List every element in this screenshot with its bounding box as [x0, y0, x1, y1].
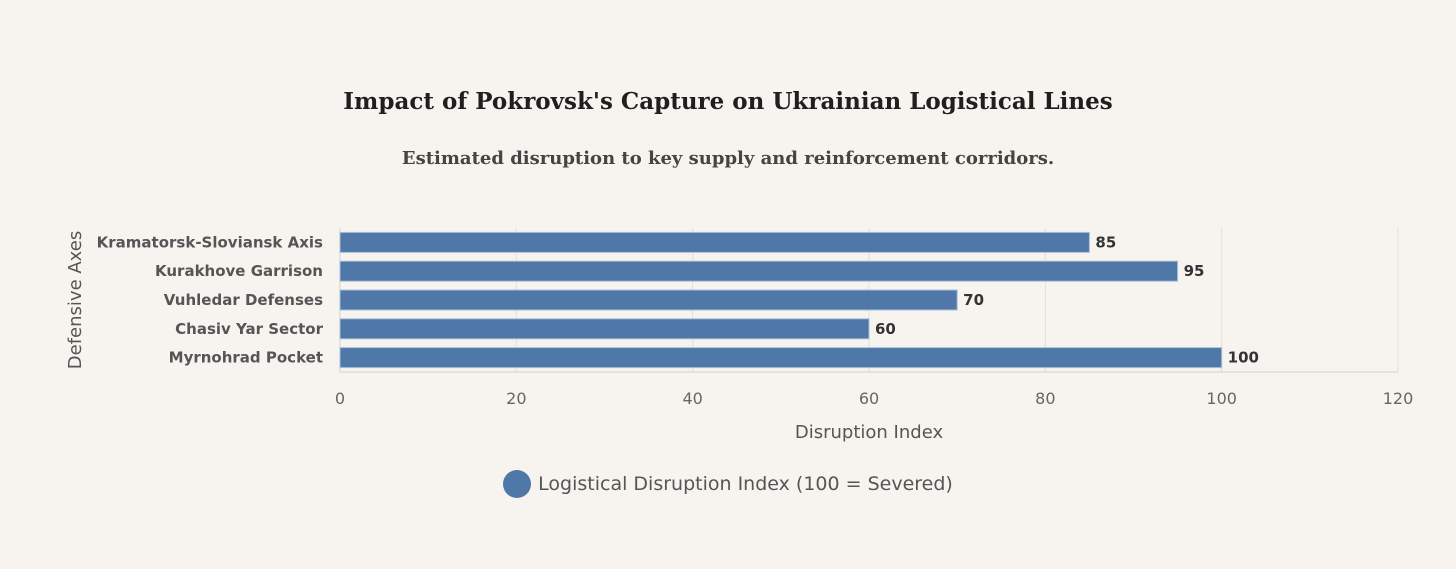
x-tick-label: 60 — [859, 389, 879, 408]
bar — [339, 347, 1223, 369]
chart-title: Impact of Pokrovsk's Capture on Ukrainia… — [343, 88, 1113, 115]
y-tick-label: Chasiv Yar Sector — [175, 320, 323, 338]
y-tick-label: Myrnohrad Pocket — [169, 349, 323, 367]
bar — [339, 289, 958, 311]
bar — [339, 231, 1090, 253]
bar-chart: 0 20 40 60 80 100 120 Disruption Index Defensive… — [65, 228, 1414, 443]
x-tick-label: 100 — [1206, 389, 1237, 408]
bars — [339, 231, 1223, 369]
x-tick-label: 80 — [1035, 389, 1055, 408]
y-tick-label: Kramatorsk-Sloviansk Axis — [97, 233, 323, 251]
x-tick-label: 120 — [1383, 389, 1414, 408]
data-labels: 85 95 70 60 100 — [875, 233, 1259, 366]
legend[interactable]: Logistical Disruption Index (100 = Sever… — [0, 470, 1456, 498]
data-label: 95 — [1184, 262, 1205, 280]
legend-swatch — [503, 470, 532, 498]
data-label: 100 — [1228, 349, 1259, 367]
y-axis-title: Defensive Axes — [65, 231, 86, 369]
x-tick-label: 0 — [335, 389, 345, 408]
x-axis-title: Disruption Index — [795, 422, 944, 443]
data-label: 85 — [1095, 233, 1116, 251]
legend-label: Logistical Disruption Index (100 = Sever… — [538, 473, 953, 495]
x-tick-label: 20 — [506, 389, 526, 408]
x-tick-label: 40 — [682, 389, 702, 408]
y-tick-label: Vuhledar Defenses — [164, 291, 323, 309]
bar — [339, 318, 870, 340]
data-label: 60 — [875, 320, 896, 338]
bar — [339, 260, 1179, 282]
chart-subtitle: Estimated disruption to key supply and r… — [401, 148, 1055, 169]
data-label: 70 — [963, 291, 984, 309]
y-tick-label: Kurakhove Garrison — [155, 262, 323, 280]
